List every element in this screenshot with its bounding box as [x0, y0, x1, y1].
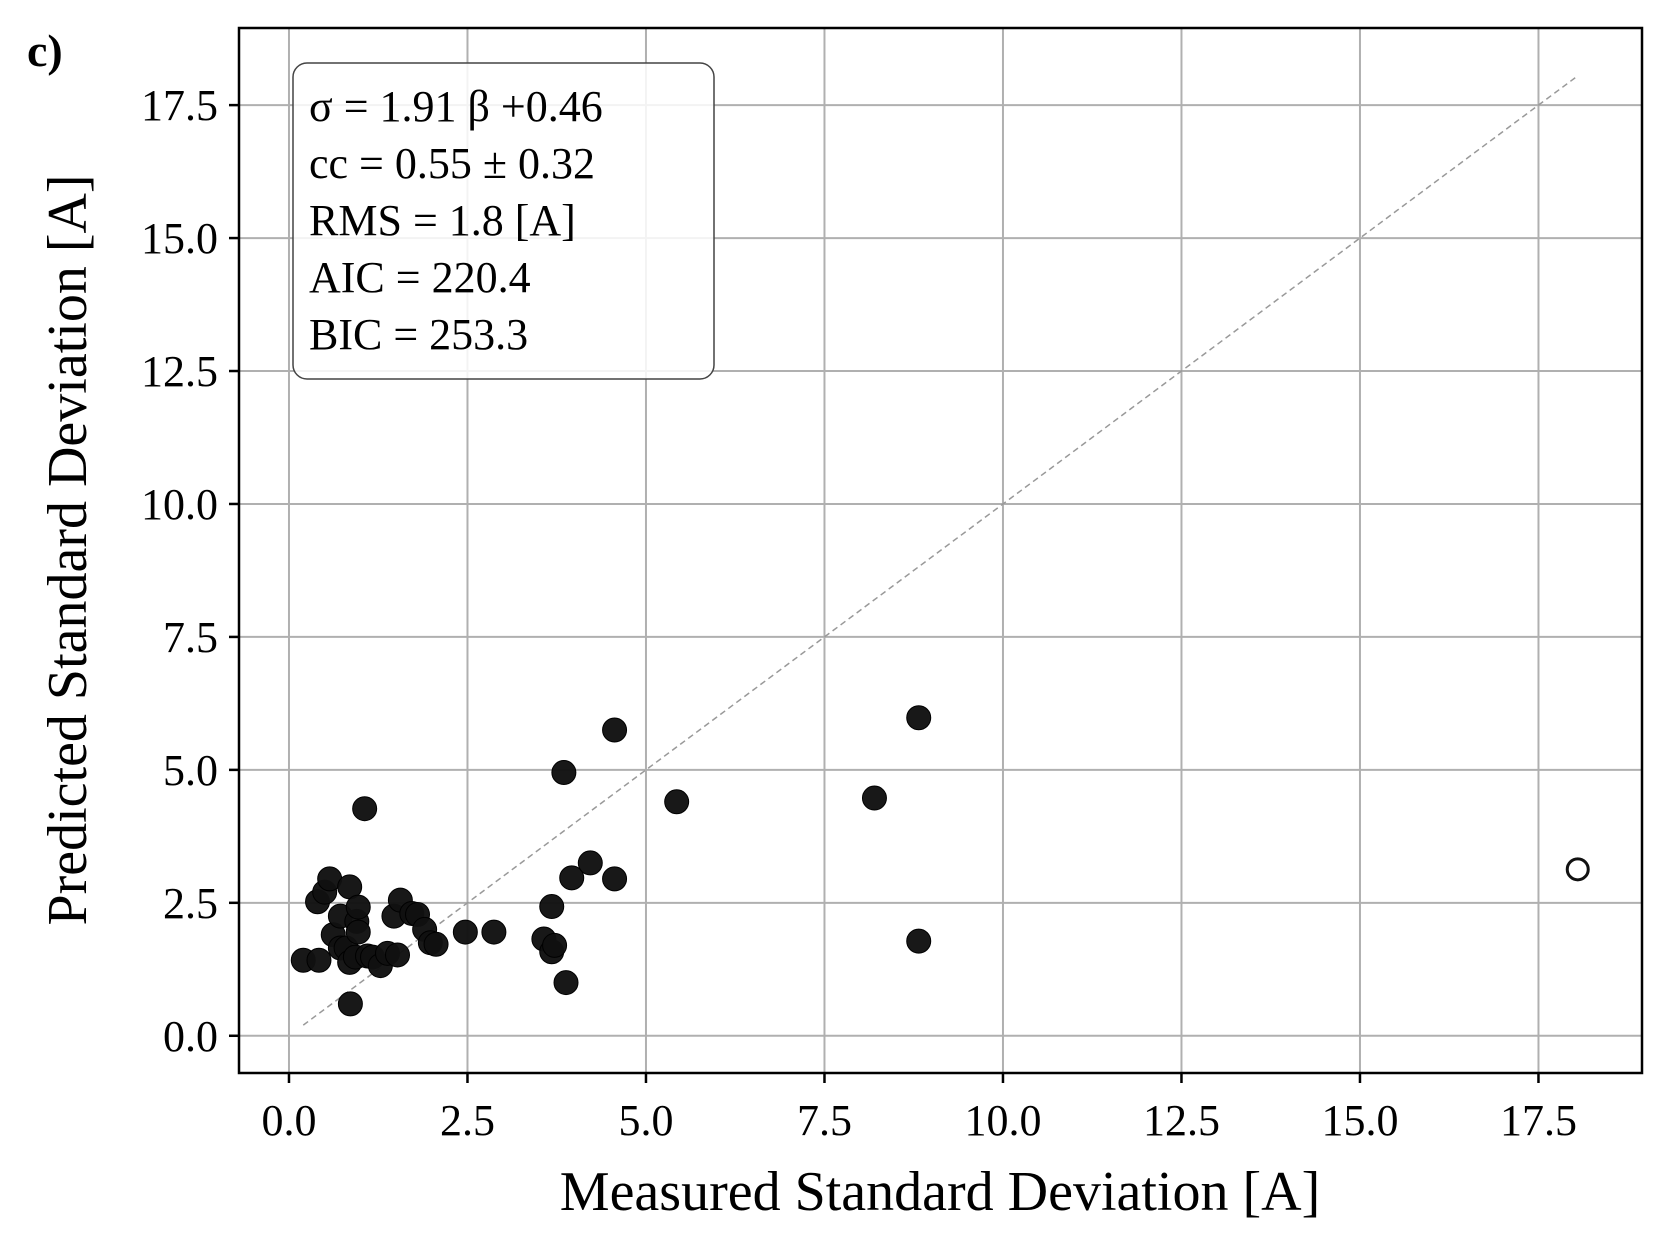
y-axis-label: Predicted Standard Deviation [A] [37, 174, 99, 925]
data-point [602, 866, 628, 892]
data-point [861, 785, 887, 811]
x-tick-label: 5.0 [618, 1096, 673, 1145]
data-point [539, 894, 565, 920]
y-tick-label: 15.0 [141, 214, 218, 263]
y-tick-label: 0.0 [163, 1012, 218, 1061]
y-tick-label: 10.0 [141, 480, 218, 529]
data-point [906, 928, 932, 954]
data-point [385, 942, 411, 968]
reference-line-layer [302, 75, 1579, 1026]
x-tick-label: 17.5 [1500, 1096, 1577, 1145]
stats-aic: AIC = 220.4 [309, 253, 531, 302]
data-point [551, 760, 577, 786]
stats-bic: BIC = 253.3 [309, 310, 528, 359]
x-tick-label: 15.0 [1321, 1096, 1398, 1145]
plot-frame [237, 26, 1644, 1075]
data-point [345, 894, 371, 920]
x-tick-label: 0.0 [261, 1096, 316, 1145]
stats-box-frame [292, 62, 715, 380]
data-point [481, 919, 507, 945]
data-point [553, 970, 579, 996]
panel-label: c) [27, 25, 63, 76]
outlier-point [1565, 857, 1590, 882]
data-point [542, 932, 568, 958]
data-point [664, 789, 690, 815]
stats-box: σ = 1.91 β +0.46 cc = 0.55 ± 0.32 RMS = … [292, 62, 715, 380]
data-point [602, 717, 628, 743]
stats-equation: σ = 1.91 β +0.46 [309, 82, 603, 131]
data-point [306, 947, 332, 973]
reference-line [302, 75, 1579, 1026]
data-point [577, 850, 603, 876]
y-axis-ticks: 0.0 2.5 5.0 7.5 10.0 12.5 15.0 17.5 [141, 81, 239, 1061]
x-tick-label: 12.5 [1143, 1096, 1220, 1145]
y-tick-label: 12.5 [141, 347, 218, 396]
data-point [906, 705, 932, 731]
stats-cc: cc = 0.55 ± 0.32 [309, 139, 595, 188]
grid-lines [239, 28, 1642, 1073]
x-tick-label: 10.0 [964, 1096, 1041, 1145]
stats-rms: RMS = 1.8 [A] [309, 196, 576, 245]
data-point [352, 796, 378, 822]
data-point [337, 991, 363, 1017]
data-point [559, 865, 585, 891]
data-point [452, 919, 478, 945]
x-tick-label: 2.5 [440, 1096, 495, 1145]
x-tick-label: 7.5 [797, 1096, 852, 1145]
y-tick-label: 5.0 [163, 746, 218, 795]
y-tick-label: 7.5 [163, 613, 218, 662]
data-point [423, 931, 449, 957]
x-axis-label: Measured Standard Deviation [A] [560, 1161, 1320, 1223]
data-point [345, 919, 371, 945]
x-axis-ticks: 0.0 2.5 5.0 7.5 10.0 12.5 15.0 17.5 [261, 1073, 1577, 1145]
y-tick-label: 17.5 [141, 81, 218, 130]
data-points [290, 705, 1590, 1017]
y-tick-label: 2.5 [163, 879, 218, 928]
